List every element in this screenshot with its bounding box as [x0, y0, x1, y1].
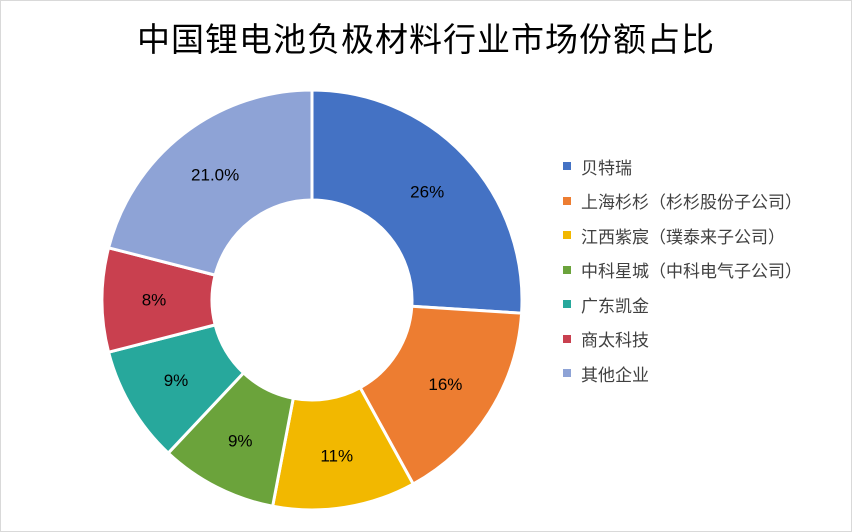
chart-legend: 贝特瑞上海杉杉（杉杉股份子公司） 江西紫宸（璞泰来子公司） 中科星城（中科电气子公司… [563, 149, 802, 391]
donut-slice-7 [106, 88, 314, 277]
donut-slice-2 [358, 304, 524, 487]
legend-item-5: 广东凯金 [563, 287, 802, 322]
legend-swatch-2 [563, 196, 571, 205]
slice-data-label-1: 26% [410, 182, 444, 201]
legend-label-5: 广东凯金 [581, 296, 649, 317]
legend-label-6: 商太科技 [581, 331, 649, 352]
legend-label-3: 江西紫宸（璞泰来子公司） [581, 227, 785, 248]
legend-swatch-3 [563, 231, 571, 240]
legend-item-4: 中科星城（中科电气子公司） [563, 253, 802, 288]
slice-data-label-4: 9% [228, 431, 253, 450]
legend-item-1: 贝特瑞 [563, 149, 802, 184]
legend-swatch-4 [563, 265, 571, 274]
legend-label-7: 其他企业 [581, 365, 649, 386]
slice-data-label-3: 11% [320, 447, 353, 466]
legend-swatch-1 [563, 162, 571, 171]
legend-swatch-5 [563, 300, 571, 309]
legend-item-7: 其他企业 [563, 356, 802, 391]
legend-label-1: 贝特瑞 [581, 158, 632, 179]
legend-label-4: 中科星城（中科电气子公司） [581, 262, 802, 283]
slice-data-label-6: 8% [142, 291, 167, 310]
donut-slice-1 [310, 88, 524, 315]
slice-data-label-5: 9% [164, 371, 189, 390]
legend-item-6: 商太科技 [563, 322, 802, 357]
legend-label-2: 上海杉杉（杉杉股份子公司） [581, 193, 802, 214]
legend-swatch-6 [563, 334, 571, 343]
legend-swatch-7 [563, 369, 571, 378]
legend-item-3: 江西紫宸（璞泰来子公司） [563, 218, 802, 253]
chart-title: 中国锂电池负极材料行业市场份额占比 [137, 20, 715, 59]
slice-data-label-7: 21.0% [191, 166, 239, 185]
legend-item-2: 上海杉杉（杉杉股份子公司） [563, 184, 802, 219]
slice-data-label-2: 16% [428, 375, 462, 394]
